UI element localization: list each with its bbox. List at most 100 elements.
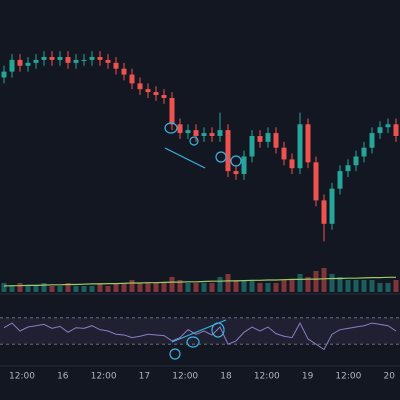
volume-bar bbox=[297, 274, 303, 292]
candle-body bbox=[9, 59, 15, 72]
volume-bar bbox=[1, 283, 7, 292]
candle-body bbox=[241, 156, 247, 175]
x-tick-label: 17 bbox=[139, 372, 150, 382]
candle-body bbox=[281, 147, 287, 160]
volume-bar bbox=[65, 283, 71, 292]
candle-body bbox=[321, 200, 327, 224]
x-tick-label: 20 bbox=[383, 372, 395, 382]
x-tick-label: 12:00 bbox=[254, 372, 280, 382]
volume-bar bbox=[369, 280, 375, 292]
volume-bar bbox=[241, 280, 247, 292]
candle-body bbox=[249, 135, 255, 157]
volume-bar bbox=[217, 277, 223, 292]
annotation-circle bbox=[215, 151, 227, 163]
volume-bar bbox=[89, 286, 95, 292]
candle-body bbox=[193, 130, 199, 136]
candle-body bbox=[185, 130, 191, 134]
volume-bar bbox=[9, 286, 15, 292]
volume-bar bbox=[209, 283, 215, 292]
annotation-line bbox=[164, 147, 206, 169]
volume-bar bbox=[305, 277, 311, 292]
volume-bar bbox=[257, 283, 263, 292]
candle-body bbox=[57, 56, 63, 60]
volume-bar bbox=[321, 268, 327, 292]
volume-bar bbox=[49, 286, 55, 292]
volume-bar bbox=[73, 286, 79, 292]
candle-body bbox=[201, 133, 207, 136]
candle-body bbox=[65, 56, 71, 63]
candle-body bbox=[105, 59, 111, 63]
candle-body bbox=[353, 156, 359, 166]
volume-bar bbox=[153, 283, 159, 292]
volume-bar bbox=[25, 286, 31, 292]
candle-body bbox=[257, 135, 263, 142]
candle-body bbox=[297, 124, 303, 169]
candle-body bbox=[81, 59, 87, 61]
volume-bar bbox=[161, 283, 167, 292]
annotation-circle bbox=[230, 155, 242, 167]
x-tick-label: 18 bbox=[220, 372, 232, 382]
volume-bar bbox=[81, 286, 87, 292]
volume-bar bbox=[177, 280, 183, 292]
volume-bar bbox=[289, 280, 295, 292]
volume-bar bbox=[225, 274, 231, 292]
candle-body bbox=[1, 71, 7, 78]
annotation-line bbox=[171, 319, 227, 343]
candle-body bbox=[233, 171, 239, 175]
volume-bar bbox=[385, 283, 391, 292]
candle-body bbox=[385, 124, 391, 128]
volume-bar bbox=[121, 283, 127, 292]
candle-body bbox=[289, 159, 295, 169]
candle-body bbox=[377, 127, 383, 134]
candle-body bbox=[273, 133, 279, 148]
candle-body bbox=[369, 133, 375, 148]
candle-body bbox=[225, 130, 231, 172]
candle-body bbox=[49, 56, 55, 60]
volume-ma-line bbox=[3, 276, 396, 287]
volume-bar bbox=[193, 283, 199, 292]
volume-bar bbox=[313, 271, 319, 292]
candle-body bbox=[41, 56, 47, 60]
x-tick-label: 12:00 bbox=[335, 372, 361, 382]
candle-body bbox=[145, 89, 151, 93]
volume-bar bbox=[393, 280, 399, 292]
candle-body bbox=[393, 124, 399, 136]
candle-body bbox=[177, 124, 183, 134]
volume-bar bbox=[185, 283, 191, 292]
volume-bar bbox=[329, 274, 335, 292]
volume-bar bbox=[201, 283, 207, 292]
candle-body bbox=[169, 97, 175, 125]
volume-bar bbox=[41, 283, 47, 292]
x-tick-label: 19 bbox=[302, 372, 314, 382]
volume-bar bbox=[33, 286, 39, 292]
volume-bar bbox=[169, 277, 175, 292]
volume-bar bbox=[281, 280, 287, 292]
x-tick-label: 12:00 bbox=[91, 372, 117, 382]
candle-body bbox=[137, 83, 143, 90]
volume-bar bbox=[105, 286, 111, 292]
candle-body bbox=[265, 133, 271, 142]
volume-bar bbox=[145, 283, 151, 292]
rsi-line bbox=[3, 322, 397, 351]
volume-bar bbox=[97, 283, 103, 292]
x-tick-label: 16 bbox=[57, 372, 69, 382]
volume-bar bbox=[345, 280, 351, 292]
volume-bar bbox=[57, 286, 63, 292]
volume-bar bbox=[233, 280, 239, 292]
candle-body bbox=[329, 188, 335, 224]
candle-body bbox=[305, 124, 311, 163]
annotation-circle bbox=[169, 348, 181, 360]
candle-body bbox=[129, 74, 135, 84]
volume-bar bbox=[129, 280, 135, 292]
candle-body bbox=[33, 59, 39, 63]
candle-body bbox=[361, 147, 367, 157]
candle-body bbox=[313, 162, 319, 201]
annotation-circle bbox=[189, 136, 199, 146]
volume-bar bbox=[137, 283, 143, 292]
candle-body bbox=[73, 59, 79, 63]
volume-bar bbox=[113, 283, 119, 292]
candle-body bbox=[209, 133, 215, 136]
candle-body bbox=[161, 95, 167, 98]
candle-body bbox=[25, 62, 31, 66]
